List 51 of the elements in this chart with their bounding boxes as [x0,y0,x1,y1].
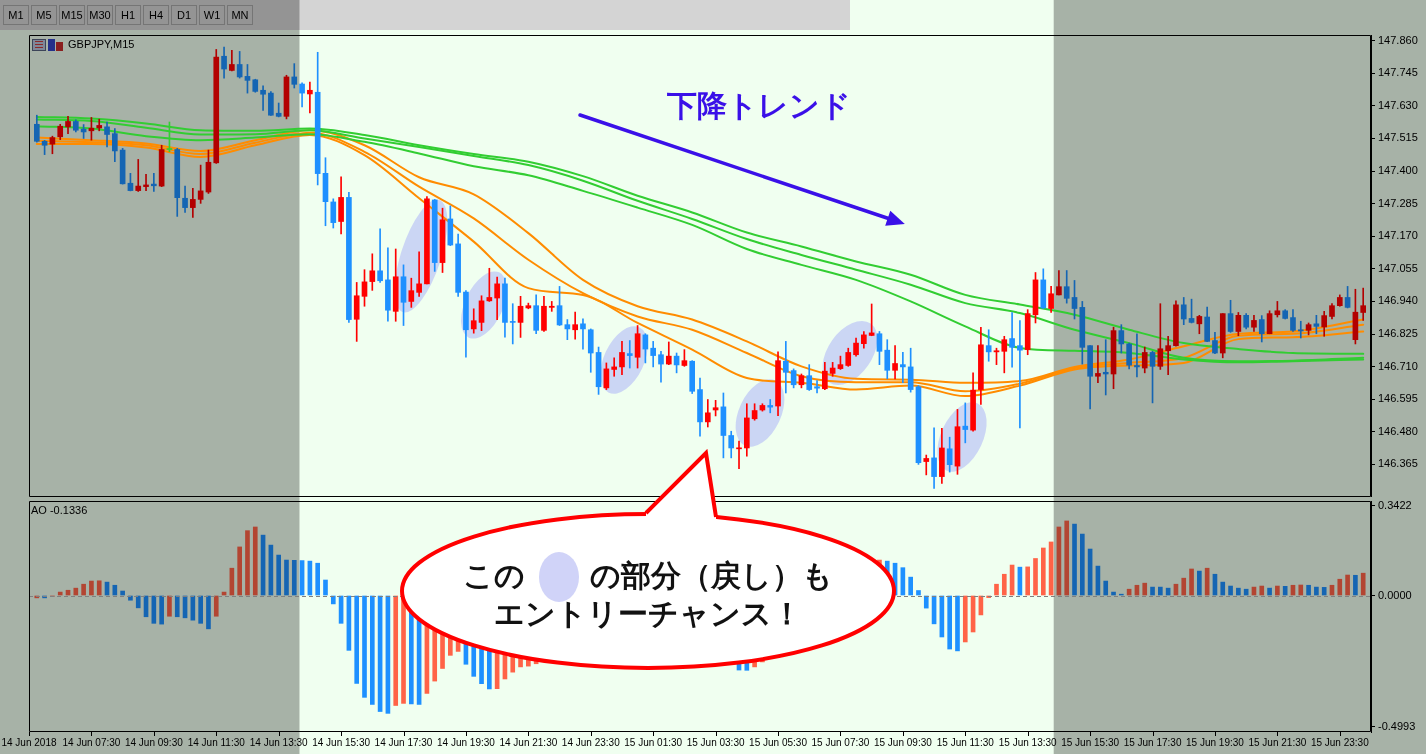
x-tick-label: 15 Jun 11:30 [936,736,995,748]
text: M1 [3,5,29,25]
y-tick-label: 146.595 [1378,392,1418,405]
y-tick-label: 147.630 [1378,98,1418,111]
y-tick-label: 147.515 [1378,131,1418,144]
y-tick-label: 147.055 [1378,261,1418,274]
text: H1 [115,5,141,25]
y-tick-label: 147.285 [1378,196,1418,209]
chart-title: AO -0.1336 [31,504,88,517]
y-tick-label: 146.710 [1378,359,1418,372]
x-tick-label: 14 Jun 19:30 [437,736,496,748]
y-tick-label: 146.825 [1378,327,1418,340]
x-tick-label: 15 Jun 23:30 [1310,736,1370,748]
x-tick-label: 15 Jun 19:30 [1186,736,1245,748]
text: H4 [143,5,169,25]
y-tick-label: -0.4993 [1378,719,1416,732]
text: W1 [199,5,225,25]
y-tick-label: 147.745 [1378,66,1418,79]
annotation: 下降トレンド [665,87,851,123]
y-tick-label: 0.0000 [1378,588,1412,601]
x-tick-label: 15 Jun 05:30 [749,736,808,748]
x-tick-label: 14 Jun 15:30 [312,736,371,748]
y-tick-label: 0.3422 [1378,498,1412,511]
x-tick-label: 15 Jun 17:30 [1123,736,1182,748]
y-tick-label: 146.365 [1378,457,1418,470]
x-tick-label: 14 Jun 13:30 [249,736,309,748]
x-tick-label: 14 Jun 21:30 [499,736,558,748]
x-tick-label: 15 Jun 21:30 [1248,736,1307,748]
y-tick-label: 147.400 [1378,164,1418,177]
y-tick-label: 147.170 [1378,229,1418,242]
y-tick-label: 146.480 [1378,424,1418,437]
chart-title: GBPJPY,M15 [68,38,135,51]
y-tick-label: 146.940 [1378,294,1418,307]
text: M5 [31,5,57,25]
y-tick-label: 147.860 [1378,33,1418,46]
x-tick-label: 15 Jun 01:30 [624,736,683,748]
text: MN [227,5,253,25]
x-tick-label: 14 Jun 17:30 [374,736,433,748]
x-tick-label: 14 Jun 11:30 [187,736,246,748]
x-tick-label: 15 Jun 09:30 [873,736,933,748]
text: D1 [171,5,197,25]
x-tick-label: 15 Jun 15:30 [1061,736,1120,748]
x-tick-label: 14 Jun 07:30 [62,736,121,748]
text: M15 [59,5,85,25]
text: M30 [87,5,113,25]
x-tick-label: 15 Jun 07:30 [811,736,870,748]
x-tick-label: 14 Jun 23:30 [561,736,621,748]
x-tick-label: 14 Jun 2018 [1,736,57,748]
x-tick-label: 15 Jun 13:30 [998,736,1058,748]
x-tick-label: 14 Jun 09:30 [124,736,184,748]
x-tick-label: 15 Jun 03:30 [686,736,745,748]
